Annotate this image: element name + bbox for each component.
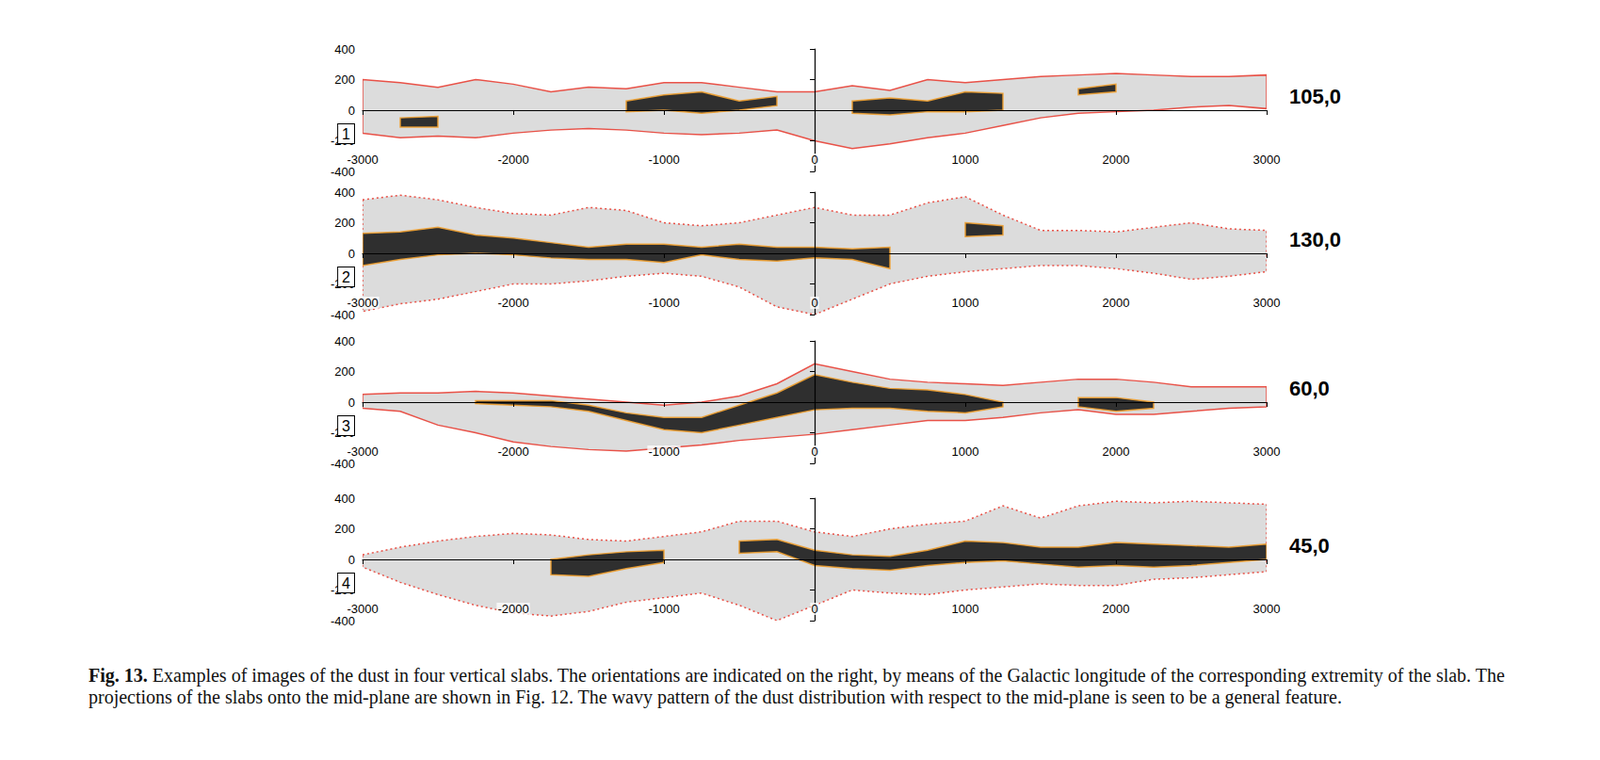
svg-text:-1000: -1000: [647, 601, 679, 616]
svg-text:0: 0: [348, 552, 356, 567]
svg-text:200: 200: [334, 521, 356, 536]
svg-text:-3000: -3000: [346, 152, 378, 167]
svg-text:60,0: 60,0: [1289, 376, 1330, 401]
svg-text:1000: 1000: [952, 601, 980, 616]
svg-text:400: 400: [334, 185, 356, 200]
svg-text:3000: 3000: [1253, 601, 1281, 616]
svg-text:1: 1: [341, 126, 351, 143]
svg-text:400: 400: [334, 42, 356, 57]
svg-text:-400: -400: [330, 456, 356, 471]
svg-text:4: 4: [341, 575, 351, 592]
svg-text:200: 200: [334, 215, 356, 230]
svg-text:3000: 3000: [1253, 295, 1281, 310]
svg-text:3000: 3000: [1253, 444, 1281, 459]
svg-text:200: 200: [334, 364, 356, 379]
svg-text:-1000: -1000: [647, 295, 679, 310]
svg-text:2000: 2000: [1102, 601, 1131, 616]
svg-text:-2000: -2000: [497, 295, 529, 310]
svg-text:0: 0: [348, 103, 356, 118]
svg-text:3000: 3000: [1253, 152, 1281, 167]
svg-text:0: 0: [810, 444, 818, 459]
svg-text:-1000: -1000: [647, 152, 679, 167]
svg-text:-1000: -1000: [647, 444, 679, 459]
html-text:Fig. 13. Examples of images of: Fig. 13. Examples of images of the dust …: [88, 664, 1505, 708]
svg-text:105,0: 105,0: [1289, 84, 1342, 109]
svg-text:400: 400: [334, 491, 356, 506]
svg-text:200: 200: [334, 72, 356, 87]
svg-text:1000: 1000: [952, 295, 980, 310]
svg-text:-2000: -2000: [497, 444, 529, 459]
svg-text:-3000: -3000: [346, 601, 378, 616]
svg-text:1000: 1000: [952, 444, 980, 459]
svg-text:400: 400: [334, 334, 356, 349]
svg-text:2000: 2000: [1102, 152, 1131, 167]
svg-text:-2000: -2000: [497, 601, 529, 616]
svg-text:-400: -400: [330, 307, 356, 322]
svg-text:-2000: -2000: [497, 152, 529, 167]
svg-text:-400: -400: [330, 164, 356, 179]
svg-text:0: 0: [348, 395, 356, 410]
svg-text:0: 0: [348, 246, 356, 261]
svg-text:3: 3: [341, 418, 351, 435]
svg-text:0: 0: [810, 295, 818, 310]
svg-text:0: 0: [810, 601, 818, 616]
svg-text:0: 0: [810, 152, 818, 167]
svg-text:2000: 2000: [1102, 295, 1131, 310]
svg-text:2: 2: [341, 269, 351, 286]
svg-text:1000: 1000: [952, 152, 980, 167]
svg-text:-3000: -3000: [346, 444, 378, 459]
svg-text:130,0: 130,0: [1289, 227, 1342, 252]
svg-text:45,0: 45,0: [1289, 533, 1330, 558]
svg-text:-400: -400: [330, 613, 356, 628]
svg-text:-3000: -3000: [346, 295, 378, 310]
svg-text:2000: 2000: [1102, 444, 1131, 459]
